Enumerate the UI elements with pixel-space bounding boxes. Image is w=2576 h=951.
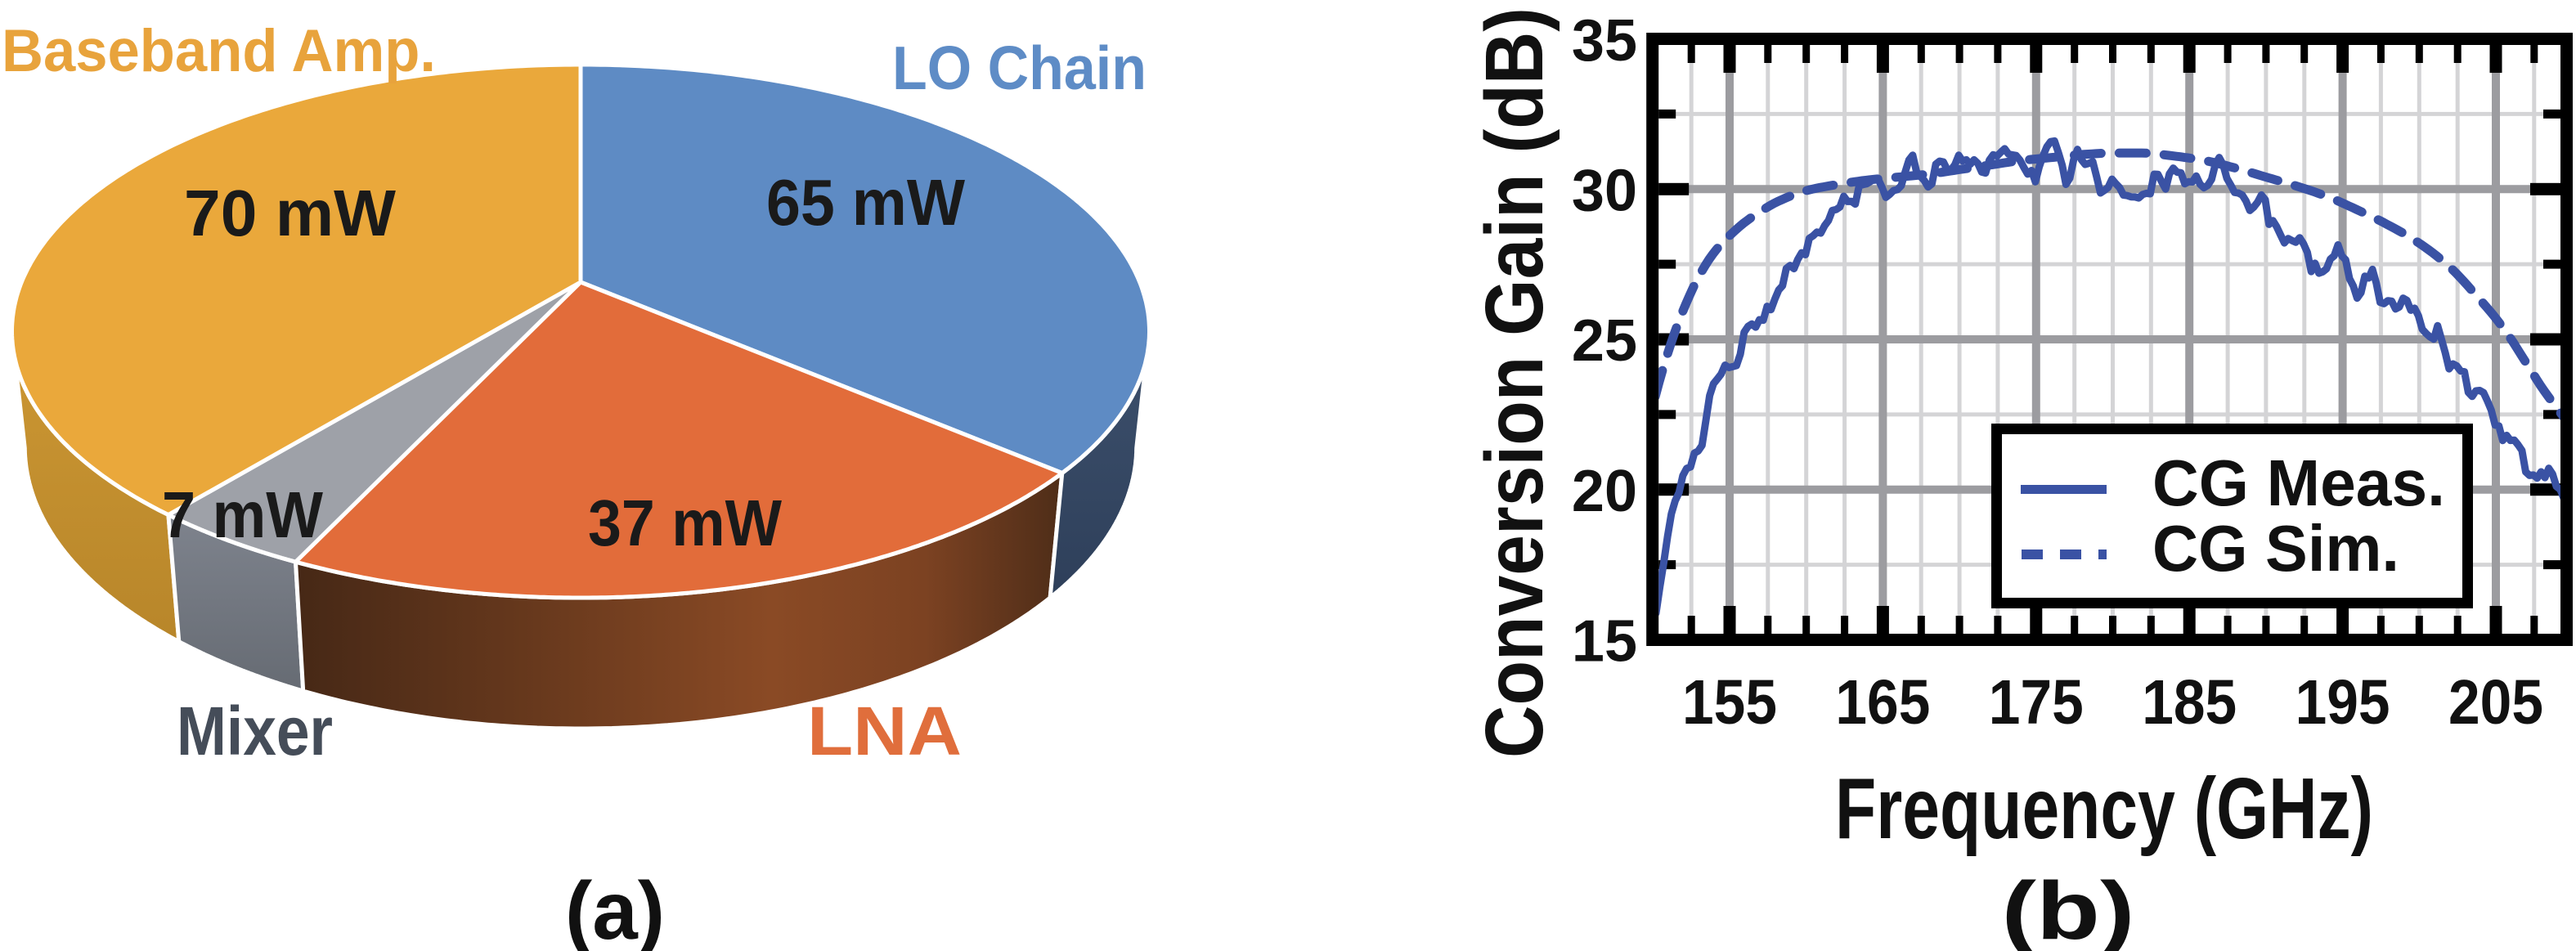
svg-text:70 mW: 70 mW: [184, 177, 396, 249]
svg-text:LO Chain: LO Chain: [892, 34, 1147, 102]
svg-text:Mixer: Mixer: [177, 693, 333, 769]
svg-text:25: 25: [1572, 308, 1637, 374]
svg-text:37 mW: 37 mW: [588, 487, 782, 559]
svg-text:15: 15: [1572, 609, 1637, 675]
svg-text:LNA: LNA: [807, 693, 962, 769]
svg-text:20: 20: [1572, 459, 1637, 524]
svg-text:35: 35: [1572, 8, 1637, 74]
svg-text:CG Sim.: CG Sim.: [2152, 512, 2399, 585]
svg-text:175: 175: [1989, 667, 2084, 738]
svg-text:Baseband Amp.: Baseband Amp.: [2, 18, 436, 84]
svg-text:65 mW: 65 mW: [766, 166, 965, 239]
svg-text:Frequency (GHz): Frequency (GHz): [1835, 760, 2373, 857]
svg-text:155: 155: [1682, 667, 1777, 738]
svg-text:195: 195: [2296, 667, 2390, 738]
svg-text:185: 185: [2142, 667, 2237, 738]
svg-text:(b): (b): [2002, 865, 2135, 951]
svg-text:(a): (a): [565, 865, 665, 951]
svg-text:205: 205: [2448, 667, 2543, 738]
svg-text:7 mW: 7 mW: [162, 478, 323, 551]
svg-text:30: 30: [1572, 158, 1637, 223]
svg-text:Conversion Gain (dB): Conversion Gain (dB): [1469, 7, 1560, 758]
svg-text:165: 165: [1835, 667, 1930, 738]
svg-text:CG Meas.: CG Meas.: [2152, 446, 2445, 519]
